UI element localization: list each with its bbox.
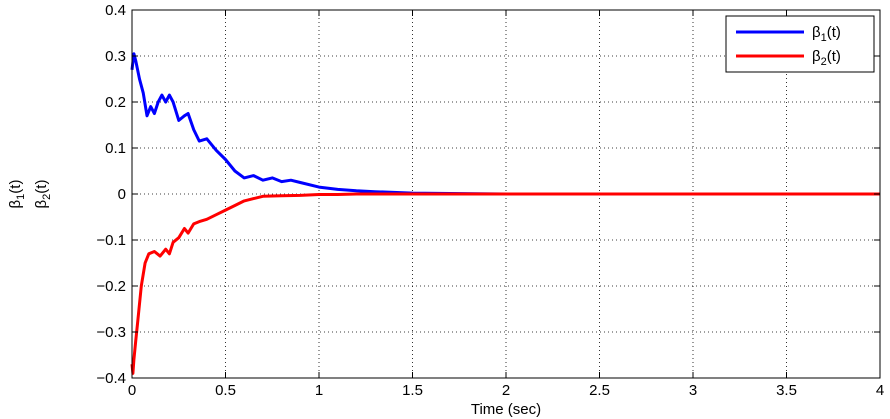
x-tick-label: 2: [502, 382, 510, 399]
x-tick-label: 4: [876, 382, 884, 399]
series-line-2: [130, 192, 880, 375]
legend-label: β1(t): [812, 24, 841, 44]
series-layer: [130, 52, 880, 375]
y-tick-label: 0.4: [105, 2, 126, 19]
x-tick-label: 3.5: [776, 382, 797, 399]
y-tick-label: 0.2: [105, 94, 126, 111]
x-tick-label: 1: [315, 382, 323, 399]
x-tick-label: 0.5: [215, 382, 236, 399]
y-axis-label-line: β1(t): [7, 180, 27, 209]
axis-ticks: [131, 9, 881, 379]
legend-box: [725, 15, 875, 73]
y-tick-label: 0.1: [105, 140, 126, 157]
y-tick-label: −0.3: [96, 324, 126, 341]
y-tick-label: −0.1: [96, 232, 126, 249]
legend: β1(t) β2(t): [725, 15, 875, 73]
legend-label: β2(t): [812, 48, 841, 68]
x-tick-label: 1.5: [402, 382, 423, 399]
y-tick-label: −0.2: [96, 278, 126, 295]
x-tick-label: 3: [689, 382, 697, 399]
x-axis-label: Time (sec): [471, 401, 541, 418]
tick-labels: 0 0.5 1 1.5 2 2.5 3 3.5 4 −0.4 −0.3 −0.2 −0.1 0 0.1 0.2…: [96, 2, 884, 399]
y-tick-label: 0.3: [105, 48, 126, 65]
y-tick-label: −0.4: [96, 370, 126, 387]
series-line-1: [130, 52, 880, 196]
x-tick-label: 2.5: [589, 382, 610, 399]
y-axis-label: β1(t) β2(t): [7, 180, 53, 209]
x-tick-label: 0: [128, 382, 136, 399]
y-tick-label: 0: [118, 186, 126, 203]
y-axis-label-line: β2(t): [33, 180, 53, 209]
